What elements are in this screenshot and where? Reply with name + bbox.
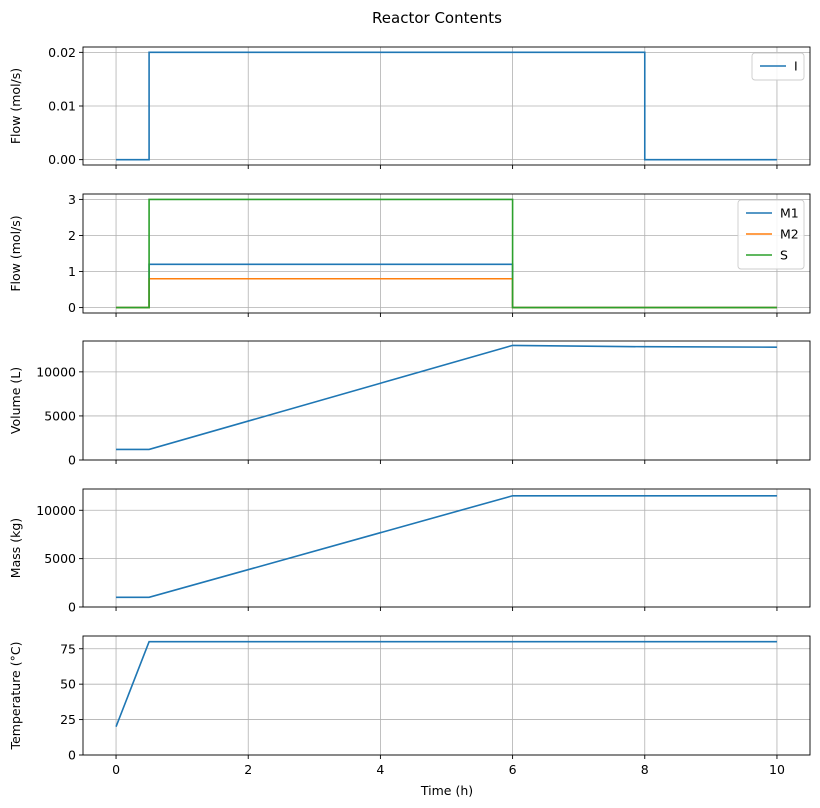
axes-frame bbox=[82, 340, 811, 461]
series-line-s bbox=[116, 198, 777, 309]
y-tick-label: 10000 bbox=[36, 364, 76, 379]
panel-5: 0 25 50 75 0 2 4 6 8 10 Temperature (°C) bbox=[8, 635, 811, 777]
y-tick-label: 0 bbox=[68, 453, 76, 468]
y-tick-label: 0 bbox=[68, 748, 76, 763]
series-line-m2 bbox=[116, 277, 777, 309]
axes-frame bbox=[82, 488, 811, 608]
y-tick-label: 0 bbox=[68, 600, 76, 615]
series-line-m1 bbox=[116, 263, 777, 309]
y-axis-label: Flow (mol/s) bbox=[8, 68, 23, 144]
y-tick-label: 5000 bbox=[44, 551, 76, 566]
axes-frame bbox=[82, 193, 811, 314]
legend: M1 M2 S bbox=[737, 199, 805, 270]
x-tick-label: 10 bbox=[769, 762, 785, 777]
y-axis-label: Mass (kg) bbox=[8, 518, 23, 578]
panel-3: 0 5000 10000 Volume (L) bbox=[8, 340, 811, 468]
y-tick-label: 25 bbox=[60, 712, 76, 727]
panel-4: 0 5000 10000 Mass (kg) bbox=[8, 488, 811, 615]
series-line-p5 bbox=[115, 640, 777, 727]
x-axis-label: Time (h) bbox=[420, 783, 473, 798]
y-tick-label: 50 bbox=[60, 677, 76, 692]
panel-1: 0.00 0.01 0.02 Flow (mol/s) I bbox=[8, 45, 811, 169]
legend-label: S bbox=[780, 248, 788, 263]
y-tick-label: 5000 bbox=[44, 408, 76, 423]
x-tick-label: 8 bbox=[641, 762, 649, 777]
y-axis-label: Temperature (°C) bbox=[8, 642, 23, 751]
panel-2: 0 1 2 3 Flow (mol/s) M1 M2 S bbox=[8, 192, 811, 317]
y-tick-label: 0.00 bbox=[48, 152, 76, 167]
y-tick-label: 1 bbox=[68, 264, 76, 279]
y-tick-label: 0.01 bbox=[48, 99, 76, 114]
y-tick-label: 0.02 bbox=[48, 45, 76, 60]
y-tick-label: 10000 bbox=[36, 503, 76, 518]
legend-label: M1 bbox=[780, 206, 799, 221]
axes-frame bbox=[82, 635, 811, 756]
x-tick-label: 2 bbox=[244, 762, 252, 777]
y-tick-label: 2 bbox=[68, 228, 76, 243]
y-axis-label: Volume (L) bbox=[8, 367, 23, 434]
y-tick-label: 75 bbox=[60, 641, 76, 656]
x-tick-label: 6 bbox=[509, 762, 517, 777]
series-line-p4 bbox=[116, 494, 777, 599]
series-line-i bbox=[116, 51, 777, 161]
series-line-p3 bbox=[116, 344, 777, 451]
figure-title: Reactor Contents bbox=[372, 9, 502, 27]
y-axis-label: Flow (mol/s) bbox=[8, 215, 23, 291]
legend: I bbox=[751, 52, 805, 81]
y-tick-label: 0 bbox=[68, 300, 76, 315]
y-tick-label: 3 bbox=[68, 192, 76, 207]
legend-label: M2 bbox=[780, 227, 799, 242]
x-tick-label: 0 bbox=[112, 762, 120, 777]
x-tick-label: 4 bbox=[376, 762, 384, 777]
legend-label: I bbox=[794, 59, 798, 74]
